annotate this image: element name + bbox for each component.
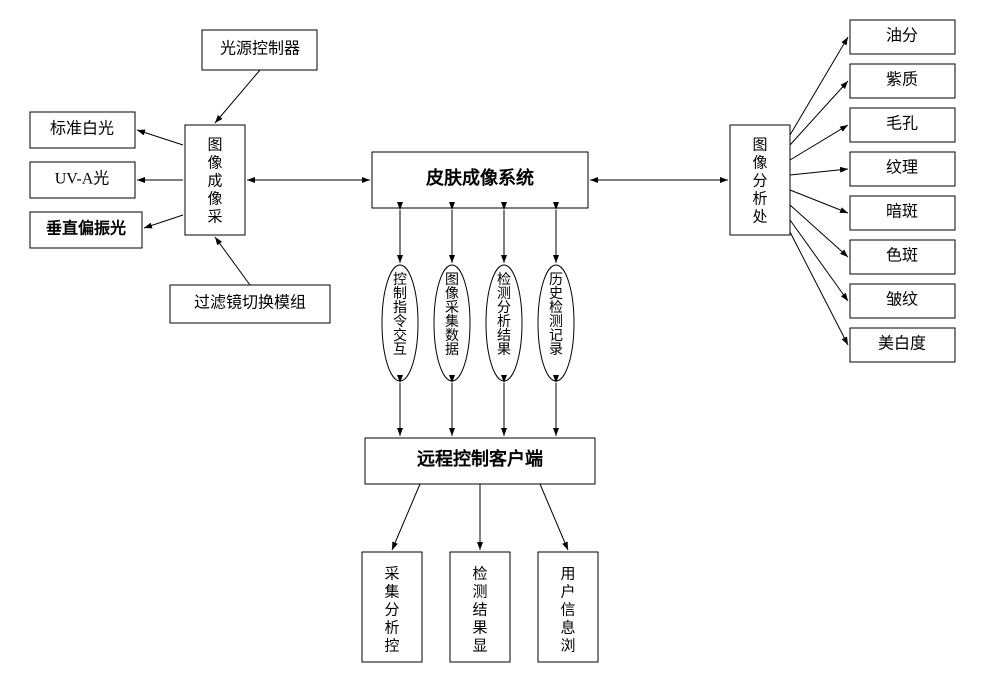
svg-text:据: 据 [445, 342, 459, 358]
diagram-canvas: 皮肤成像系统 光源控制器 图 像 成 像 采 过滤镜切换模组 标准白光 UV-A… [0, 0, 1000, 686]
svg-text:像: 像 [207, 190, 222, 207]
svg-text:检: 检 [549, 300, 563, 316]
edge-ana-pore [790, 125, 848, 160]
svg-text:美白度: 美白度 [878, 335, 926, 353]
edge-lightctrl-capture [215, 70, 260, 123]
svg-text:UV-A光: UV-A光 [55, 170, 110, 188]
svg-text:采: 采 [384, 565, 399, 582]
svg-text:历: 历 [549, 273, 563, 288]
svg-text:控: 控 [384, 637, 399, 654]
svg-text:交: 交 [393, 327, 407, 344]
svg-text:结: 结 [497, 328, 511, 344]
svg-text:油分: 油分 [886, 27, 918, 45]
svg-text:史: 史 [549, 286, 563, 302]
svg-text:图: 图 [445, 273, 459, 288]
svg-text:检: 检 [497, 272, 511, 288]
edge-ana-dark [790, 190, 848, 213]
svg-text:毛孔: 毛孔 [886, 115, 918, 133]
svg-text:标准白光: 标准白光 [50, 120, 114, 138]
edge-remote-collect [392, 484, 420, 550]
svg-text:用: 用 [560, 566, 575, 582]
svg-text:处: 处 [752, 208, 767, 225]
svg-text:图: 图 [207, 136, 222, 153]
svg-text:远程控制客户端: 远程控制客户端 [417, 448, 543, 469]
svg-text:分: 分 [752, 172, 767, 189]
svg-text:结: 结 [472, 601, 487, 618]
svg-text:数: 数 [445, 328, 459, 344]
svg-text:户: 户 [560, 583, 575, 600]
svg-text:紫质: 紫质 [886, 71, 918, 89]
svg-text:录: 录 [549, 342, 563, 358]
svg-text:像: 像 [752, 154, 767, 171]
svg-text:互: 互 [393, 343, 407, 358]
svg-text:显: 显 [472, 638, 487, 654]
edge-remote-user [540, 484, 568, 550]
svg-text:信: 信 [560, 601, 575, 618]
svg-text:像: 像 [207, 154, 222, 171]
edge-ana-oil [790, 37, 848, 135]
svg-text:记: 记 [549, 328, 563, 344]
svg-text:集: 集 [445, 313, 459, 330]
svg-text:色斑: 色斑 [886, 247, 918, 265]
svg-text:息: 息 [560, 619, 575, 636]
svg-text:检: 检 [472, 565, 487, 582]
svg-text:测: 测 [549, 314, 563, 330]
svg-text:采: 采 [445, 300, 459, 316]
edge-ana-texture [790, 169, 848, 175]
svg-text:浏: 浏 [560, 637, 575, 654]
svg-text:果: 果 [497, 343, 511, 358]
svg-text:分: 分 [497, 300, 511, 316]
svg-text:成: 成 [207, 172, 222, 189]
svg-text:集: 集 [384, 583, 399, 600]
label-light-controller: 光源控制器 [220, 40, 300, 58]
svg-text:析: 析 [497, 314, 511, 330]
svg-text:分: 分 [384, 601, 399, 618]
svg-text:暗斑: 暗斑 [886, 203, 918, 221]
svg-text:皱纹: 皱纹 [886, 291, 918, 309]
svg-text:令: 令 [393, 314, 407, 330]
svg-text:控: 控 [393, 272, 407, 288]
svg-text:指: 指 [393, 300, 407, 316]
svg-text:垂直偏振光: 垂直偏振光 [46, 219, 126, 238]
edge-filter-capture [215, 237, 250, 285]
svg-text:像: 像 [445, 286, 459, 302]
svg-text:析: 析 [752, 190, 767, 207]
svg-text:测: 测 [472, 583, 487, 600]
svg-text:图: 图 [752, 136, 767, 153]
svg-text:制: 制 [393, 286, 407, 302]
svg-text:果: 果 [472, 620, 487, 636]
label-filter-module: 过滤镜切换模组 [194, 293, 306, 312]
svg-text:析: 析 [384, 619, 399, 636]
edge-capture-polar [144, 215, 183, 228]
svg-text:纹理: 纹理 [886, 159, 918, 177]
svg-text:测: 测 [497, 286, 511, 302]
label-skin-imaging-system: 皮肤成像系统 [426, 167, 534, 188]
edge-ana-purple [790, 81, 848, 145]
edge-capture-white [137, 130, 183, 145]
svg-text:采: 采 [207, 208, 222, 225]
